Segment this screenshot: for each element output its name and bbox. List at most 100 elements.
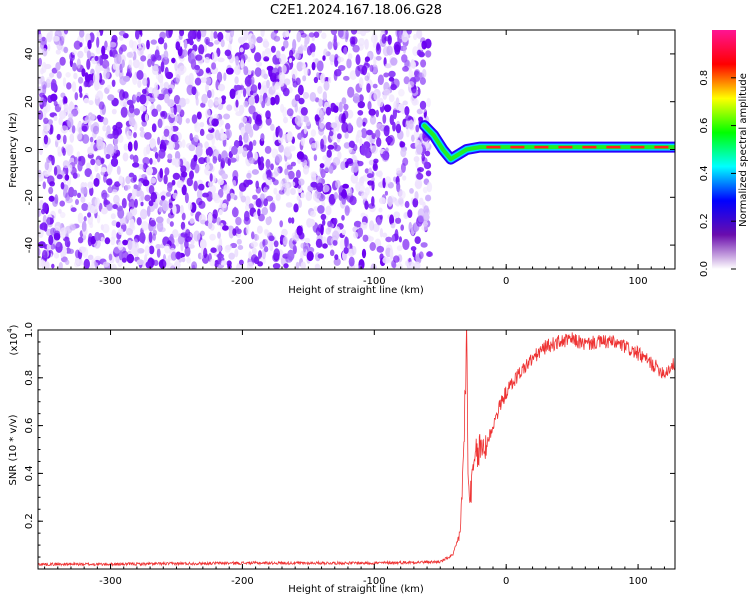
noise-blob	[368, 108, 376, 116]
noise-blob	[65, 259, 70, 265]
noise-blob	[343, 142, 351, 149]
noise-blob	[334, 69, 342, 77]
noise-blob	[355, 181, 361, 192]
noise-blob	[66, 241, 70, 249]
noise-blob	[167, 141, 176, 150]
noise-blob	[56, 71, 62, 79]
hm-ytick-label: -40	[24, 237, 35, 253]
noise-blob	[327, 41, 333, 50]
snr-xtick-label: 0	[503, 576, 509, 587]
noise-blob	[325, 106, 332, 116]
noise-blob	[210, 247, 217, 253]
noise-blob	[332, 230, 340, 241]
noise-blob	[89, 186, 94, 197]
noise-blob	[223, 113, 231, 120]
noise-blob	[228, 252, 235, 260]
noise-blob	[41, 258, 46, 269]
noise-blob	[393, 255, 400, 263]
noise-blob	[136, 217, 142, 226]
noise-blob	[348, 256, 355, 267]
noise-blob	[296, 225, 303, 236]
noise-blob	[146, 39, 150, 50]
noise-blob	[174, 60, 178, 72]
noise-blob	[51, 82, 57, 92]
noise-blob	[78, 246, 86, 253]
noise-blob	[220, 39, 225, 48]
noise-blob	[151, 65, 159, 76]
noise-blob	[107, 133, 115, 139]
noise-blob	[383, 125, 390, 137]
noise-blob	[173, 94, 181, 105]
noise-blob	[356, 116, 363, 128]
noise-blob	[318, 98, 323, 107]
noise-blob	[158, 148, 166, 159]
noise-blob	[54, 194, 59, 205]
noise-blob	[317, 85, 323, 95]
noise-blob	[424, 150, 431, 157]
noise-blob	[369, 64, 374, 73]
noise-blob	[344, 236, 348, 248]
noise-blob	[395, 30, 401, 38]
noise-blob	[128, 198, 136, 210]
hm-xtick-label: 100	[629, 276, 648, 287]
noise-blob	[205, 146, 213, 157]
noise-blob	[184, 98, 190, 105]
noise-blob	[194, 122, 201, 133]
noise-blob	[300, 192, 305, 199]
noise-blob	[343, 103, 349, 111]
noise-blob	[379, 228, 383, 238]
noise-blob	[405, 115, 412, 121]
noise-blob	[282, 236, 288, 246]
noise-blob	[90, 158, 96, 166]
noise-blob	[191, 261, 198, 269]
noise-blob	[413, 33, 418, 41]
noise-blob	[120, 106, 128, 118]
noise-blob	[387, 196, 393, 207]
noise-blob	[102, 223, 110, 234]
noise-blob	[236, 63, 241, 75]
noise-blob	[291, 68, 298, 79]
noise-blob	[346, 187, 353, 196]
noise-blob	[243, 100, 249, 108]
noise-blob	[394, 44, 401, 55]
noise-blob	[60, 125, 69, 134]
noise-blob	[298, 199, 302, 208]
noise-blob	[142, 78, 148, 86]
noise-blob	[414, 178, 423, 190]
noise-blob	[388, 76, 395, 82]
noise-blob	[144, 132, 152, 140]
noise-blob	[284, 168, 289, 176]
noise-blob	[204, 141, 210, 149]
noise-blob	[61, 146, 65, 154]
noise-blob	[303, 242, 307, 253]
noise-blob	[234, 76, 239, 85]
noise-blob	[302, 75, 307, 82]
noise-blob	[375, 129, 381, 139]
noise-blob	[209, 258, 216, 267]
noise-blob	[188, 52, 195, 64]
noise-blob	[173, 261, 181, 269]
colorbar: 0.0 0.2 0.4 0.6 0.8 Normalized spectral ampl…	[699, 30, 749, 277]
noise-blob	[189, 133, 193, 141]
noise-blob	[279, 180, 284, 191]
noise-blob	[345, 30, 349, 40]
noise-blob	[118, 35, 124, 41]
noise-blob	[297, 86, 304, 95]
noise-blob	[117, 208, 125, 219]
noise-blob	[388, 70, 396, 78]
noise-blob	[344, 132, 349, 139]
noise-blob	[175, 74, 181, 83]
noise-blob	[133, 108, 140, 116]
noise-blob	[203, 44, 207, 53]
noise-blob	[58, 99, 63, 108]
noise-blob	[362, 234, 369, 242]
noise-blob	[143, 162, 148, 170]
noise-blob	[181, 212, 186, 221]
noise-blob	[358, 177, 365, 186]
noise-blob	[213, 99, 220, 110]
noise-blob	[59, 200, 65, 207]
noise-blob	[239, 259, 244, 266]
noise-blob	[291, 217, 295, 224]
noise-blob	[156, 216, 164, 224]
noise-blob	[372, 42, 377, 48]
